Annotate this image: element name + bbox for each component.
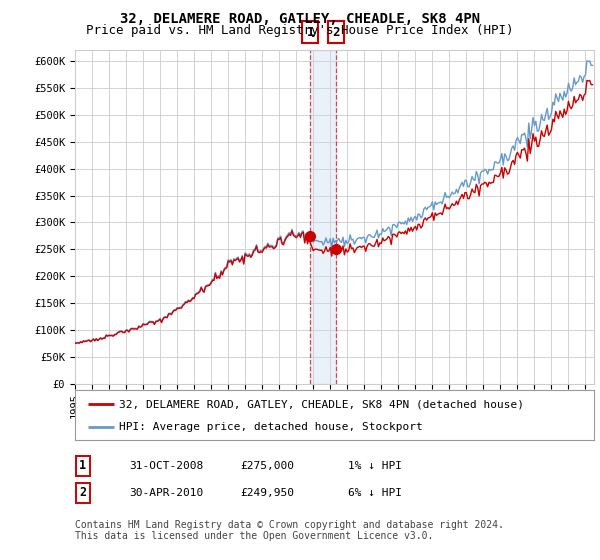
HPI: Average price, detached house, Stockport: (2e+03, 7.58e+04): Average price, detached house, Stockport… (71, 339, 79, 346)
HPI: Average price, detached house, Stockport: (2.02e+03, 3.29e+05): Average price, detached house, Stockport… (426, 203, 433, 210)
Text: 1: 1 (307, 26, 314, 39)
Line: HPI: Average price, detached house, Stockport: HPI: Average price, detached house, Stoc… (75, 61, 593, 343)
32, DELAMERE ROAD, GATLEY, CHEADLE, SK8 4PN (detached house) (178, 305, 185, 311)
32, DELAMERE ROAD, GATLEY, CHEADLE, SK8 4PN (detached house) (351, 249, 358, 256)
Text: 1% ↓ HPI: 1% ↓ HPI (348, 461, 402, 471)
HPI: Average price, detached house, Stockport: (2.02e+03, 3.55e+05): Average price, detached house, Stockport… (454, 190, 461, 197)
Text: 6% ↓ HPI: 6% ↓ HPI (348, 488, 402, 498)
Text: 32, DELAMERE ROAD, GATLEY, CHEADLE, SK8 4PN (detached house): 32, DELAMERE ROAD, GATLEY, CHEADLE, SK8 … (119, 399, 524, 409)
32, DELAMERE ROAD, GATLEY, CHEADLE, SK8 4PN (detached house) (589, 81, 596, 88)
Bar (310, 50, 336, 384)
32, DELAMERE ROAD, GATLEY, CHEADLE, SK8 4PN (detached house) (71, 340, 79, 347)
HPI: Average price, detached house, Stockport: (2e+03, 1.42e+05): Average price, detached house, Stockport… (178, 304, 185, 311)
32, DELAMERE ROAD, GATLEY, CHEADLE, SK8 4PN (detached house) (122, 327, 130, 334)
HPI: Average price, detached house, Stockport: (2.03e+03, 6.01e+05): Average price, detached house, Stockport… (583, 58, 590, 64)
Text: 1: 1 (79, 459, 86, 473)
32, DELAMERE ROAD, GATLEY, CHEADLE, SK8 4PN (detached house) (583, 77, 590, 84)
Text: 31-OCT-2008: 31-OCT-2008 (129, 461, 203, 471)
Line: 32, DELAMERE ROAD, GATLEY, CHEADLE, SK8 4PN (detached house): 32, DELAMERE ROAD, GATLEY, CHEADLE, SK8 … (75, 81, 593, 343)
HPI: Average price, detached house, Stockport: (2e+03, 1.21e+05): Average price, detached house, Stockport… (160, 315, 167, 322)
32, DELAMERE ROAD, GATLEY, CHEADLE, SK8 4PN (detached house) (426, 214, 433, 221)
HPI: Average price, detached house, Stockport: (2.03e+03, 5.92e+05): Average price, detached house, Stockport… (589, 62, 596, 69)
Text: Price paid vs. HM Land Registry's House Price Index (HPI): Price paid vs. HM Land Registry's House … (86, 24, 514, 36)
HPI: Average price, detached house, Stockport: (2.01e+03, 2.59e+05): Average price, detached house, Stockport… (351, 241, 358, 248)
Text: Contains HM Land Registry data © Crown copyright and database right 2024.
This d: Contains HM Land Registry data © Crown c… (75, 520, 504, 542)
Text: 32, DELAMERE ROAD, GATLEY, CHEADLE, SK8 4PN: 32, DELAMERE ROAD, GATLEY, CHEADLE, SK8 … (120, 12, 480, 26)
Text: 30-APR-2010: 30-APR-2010 (129, 488, 203, 498)
Text: £249,950: £249,950 (240, 488, 294, 498)
32, DELAMERE ROAD, GATLEY, CHEADLE, SK8 4PN (detached house) (454, 201, 461, 208)
32, DELAMERE ROAD, GATLEY, CHEADLE, SK8 4PN (detached house) (160, 316, 167, 323)
HPI: Average price, detached house, Stockport: (2e+03, 9.99e+04): Average price, detached house, Stockport… (122, 326, 130, 333)
Text: £275,000: £275,000 (240, 461, 294, 471)
Text: 2: 2 (79, 486, 86, 500)
Text: HPI: Average price, detached house, Stockport: HPI: Average price, detached house, Stoc… (119, 422, 423, 432)
Text: 2: 2 (332, 26, 340, 39)
